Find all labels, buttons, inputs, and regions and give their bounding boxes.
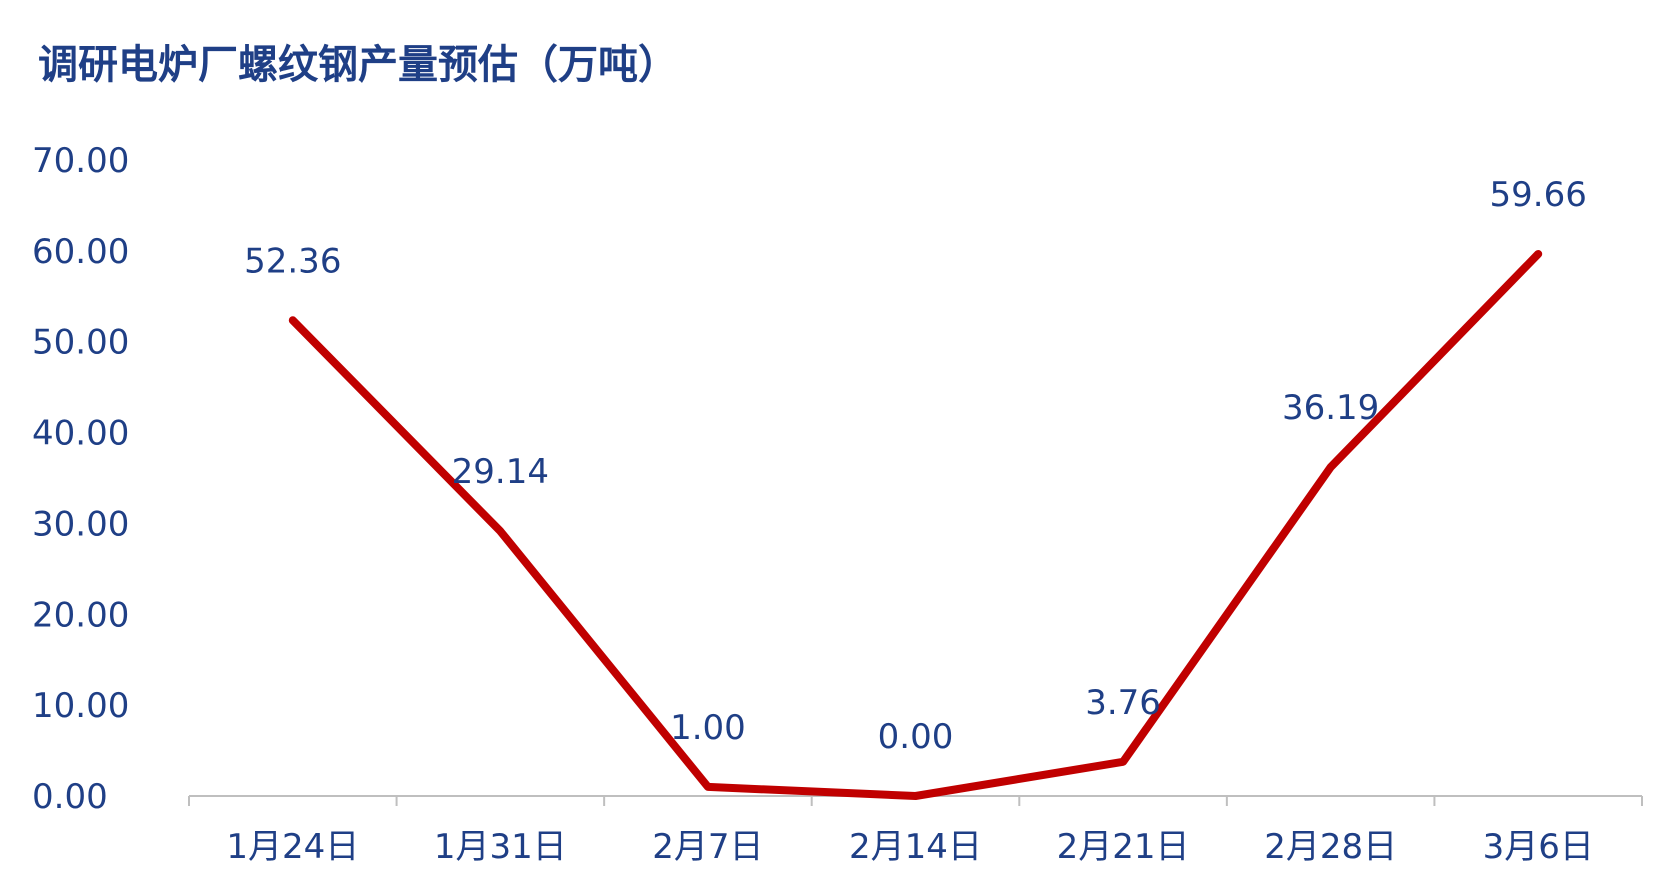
data-line: [288, 249, 1543, 800]
chart-title: 调研电炉厂螺纹钢产量预估（万吨）: [38, 42, 678, 88]
data-label: 0.00: [878, 717, 954, 757]
y-tick-label: 0.00: [32, 777, 108, 817]
x-tick-label: 3月6日: [1483, 827, 1594, 867]
y-tick-label: 10.00: [32, 686, 129, 726]
data-label: 52.36: [244, 241, 341, 281]
x-tick-label: 2月14日: [849, 827, 982, 867]
x-tick-label: 1月31日: [434, 827, 567, 867]
data-label: 1.00: [670, 708, 746, 748]
data-label: 59.66: [1490, 175, 1587, 215]
data-label: 3.76: [1085, 683, 1161, 723]
x-tick-label: 2月28日: [1264, 827, 1397, 867]
y-tick-label: 20.00: [32, 595, 129, 635]
x-tick-label: 2月7日: [652, 827, 763, 867]
y-tick-label: 40.00: [32, 414, 129, 454]
data-label: 36.19: [1282, 388, 1379, 428]
y-tick-label: 50.00: [32, 323, 129, 363]
x-tick-label: 2月21日: [1057, 827, 1190, 867]
y-tick-label: 70.00: [32, 141, 129, 181]
x-tick-label: 1月24日: [226, 827, 359, 867]
data-label: 29.14: [452, 452, 549, 492]
y-tick-label: 60.00: [32, 232, 129, 272]
y-tick-label: 30.00: [32, 504, 129, 544]
